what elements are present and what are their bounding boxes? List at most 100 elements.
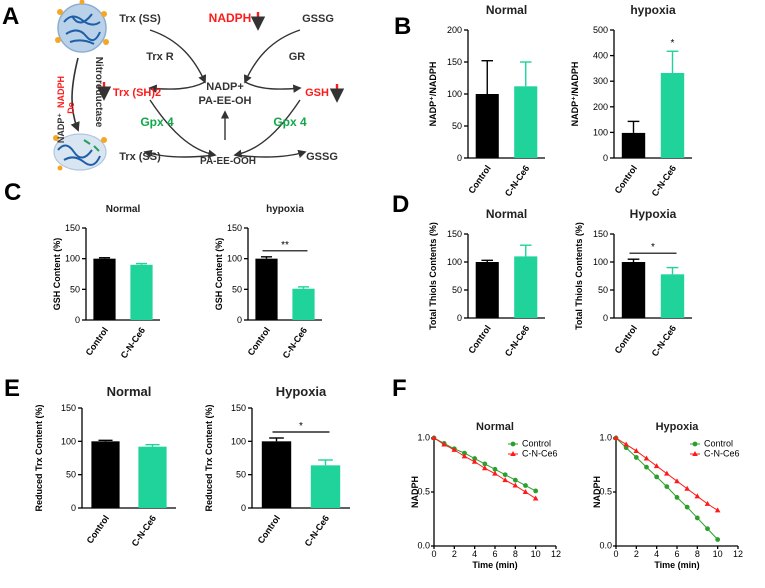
y-tick-label: 400	[593, 51, 608, 61]
y-tick-label: 100	[61, 436, 76, 446]
y-tick-label: 50	[66, 470, 76, 480]
schematic-label-nadp-plus: NADP+	[206, 81, 244, 93]
data-point	[633, 447, 640, 453]
data-point	[664, 470, 670, 476]
schematic-label-gpx4-right: Gpx 4	[273, 115, 307, 129]
panel-letter-e: E	[4, 375, 20, 402]
y-axis-label: NADP⁺/NADPH	[570, 62, 580, 127]
chart-title: hypoxia	[630, 3, 676, 17]
chart-d-normal: Normal Total Thiols Contents (%) 0 50 100 150…	[428, 207, 545, 358]
legend-label: Control	[704, 439, 733, 449]
data-point	[654, 474, 660, 480]
bar-c-n-ce6	[292, 288, 315, 320]
data-point	[431, 435, 437, 440]
data-point	[623, 441, 629, 447]
y-tick-label: 50	[232, 284, 242, 294]
data-point	[471, 458, 478, 464]
x-tick-label: 8	[695, 549, 700, 559]
chart-title: Normal	[106, 204, 141, 215]
category-label: Control	[84, 325, 111, 357]
data-point	[472, 456, 478, 461]
schematic-label-nitroreductase: Nitroreductase	[93, 57, 104, 128]
y-tick-label: 0	[241, 503, 246, 513]
y-tick-label: 0	[237, 315, 242, 325]
data-point	[522, 489, 529, 494]
data-point	[694, 515, 700, 521]
data-point	[704, 500, 711, 506]
significance-mark: **	[281, 240, 289, 251]
data-point	[512, 482, 519, 488]
data-point	[482, 465, 488, 471]
bar-c-n-ce6	[514, 256, 538, 318]
data-point	[533, 488, 539, 494]
bar-control	[91, 441, 120, 508]
significance-mark: *	[671, 38, 675, 49]
x-axis-label: Time (min)	[654, 560, 699, 570]
data-point	[623, 445, 629, 451]
schematic-label-nadph: NADPH	[209, 11, 252, 25]
y-tick-label: 150	[447, 229, 462, 239]
x-tick-label: 2	[452, 549, 457, 559]
chart-d-hypoxia: Hypoxia Total Thiols Contents (%) 0 50 100 15…	[574, 207, 692, 358]
x-tick-label: 8	[513, 549, 518, 559]
y-axis-label: NADPH	[592, 476, 602, 508]
data-point	[653, 463, 660, 469]
legend-marker	[692, 441, 698, 447]
chart-e-normal: Normal Reduced Trx Content (%) 0 50 100 150 Co…	[34, 384, 176, 548]
bar-control	[261, 441, 292, 508]
y-tick-label: 100	[65, 254, 80, 264]
data-point	[664, 484, 670, 489]
bar-control	[93, 258, 116, 320]
panel-a-schematic: A	[2, 0, 345, 171]
y-axis-label: NADP⁺/NADPH	[428, 62, 438, 127]
x-tick-label: 6	[674, 549, 679, 559]
chart-c-normal: Normal GSH Content (%) 0 50 100 150 Control C-N…	[52, 204, 160, 360]
nanoparticle-top-icon	[55, 0, 109, 53]
bar-control	[475, 94, 499, 158]
panel-letter-b: B	[394, 13, 411, 40]
schematic-label-gsh: GSH	[305, 87, 329, 99]
data-point	[643, 455, 650, 461]
x-tick-label: 12	[551, 549, 561, 559]
data-point	[462, 450, 467, 456]
chart-title: Normal	[476, 421, 514, 433]
chart-b-hypoxia: hypoxia NADP⁺/NADPH 0 100 200 300 400 500 Contro…	[570, 3, 692, 198]
significance-mark: *	[299, 421, 303, 432]
y-tick-label: 0	[75, 315, 80, 325]
x-tick-label: 10	[713, 549, 723, 559]
schematic-label-gssg-bottom: GSSG	[306, 151, 338, 163]
category-label: Control	[613, 323, 640, 355]
nanoparticle-bottom-icon	[53, 133, 107, 171]
schematic-label-nadp-side: NADP⁺	[56, 113, 66, 144]
x-tick-label: 10	[531, 549, 541, 559]
chart-c-hypoxia: hypoxia GSH Content (%) 0 50 100 150 Control C-…	[214, 204, 322, 360]
category-label: Control	[256, 513, 283, 545]
x-tick-label: 12	[733, 549, 743, 559]
category-label: Control	[466, 323, 493, 355]
x-tick-label: 2	[634, 549, 639, 559]
category-label: C-N-Ce6	[303, 513, 332, 548]
y-axis-label: Total Thiols Contents (%)	[428, 222, 438, 330]
y-axis-label: GSH Content (%)	[214, 238, 224, 311]
category-label: Control	[466, 163, 493, 195]
y-axis-label: Reduced Trx Content (%)	[34, 404, 44, 511]
panel-letter-c: C	[4, 179, 21, 206]
panel-letter-d: D	[392, 191, 409, 218]
x-tick-label: 0	[431, 549, 436, 559]
bar-c-n-ce6	[138, 446, 167, 508]
y-tick-label: 100	[447, 257, 462, 267]
data-point	[512, 477, 518, 483]
chart-f-normal: Normal NADPH 0 2 4 6 8 10 12 0.0 0.5 1.0 Time (min) C…	[410, 421, 561, 570]
category-label: C-N-Ce6	[650, 323, 679, 358]
y-tick-label: 0	[603, 313, 608, 323]
chart-title: Hypoxia	[276, 384, 327, 399]
data-point	[674, 478, 680, 484]
reduction-arrow	[70, 57, 80, 132]
schematic-label-pa-ee-ooh: PA-EE-OOH	[200, 156, 256, 167]
y-tick-label: 150	[227, 223, 242, 233]
y-tick-label: 50	[452, 285, 462, 295]
schematic-label-de: De	[66, 102, 76, 114]
y-tick-label: 150	[447, 57, 462, 67]
bar-control	[475, 262, 499, 318]
data-point	[523, 483, 528, 488]
